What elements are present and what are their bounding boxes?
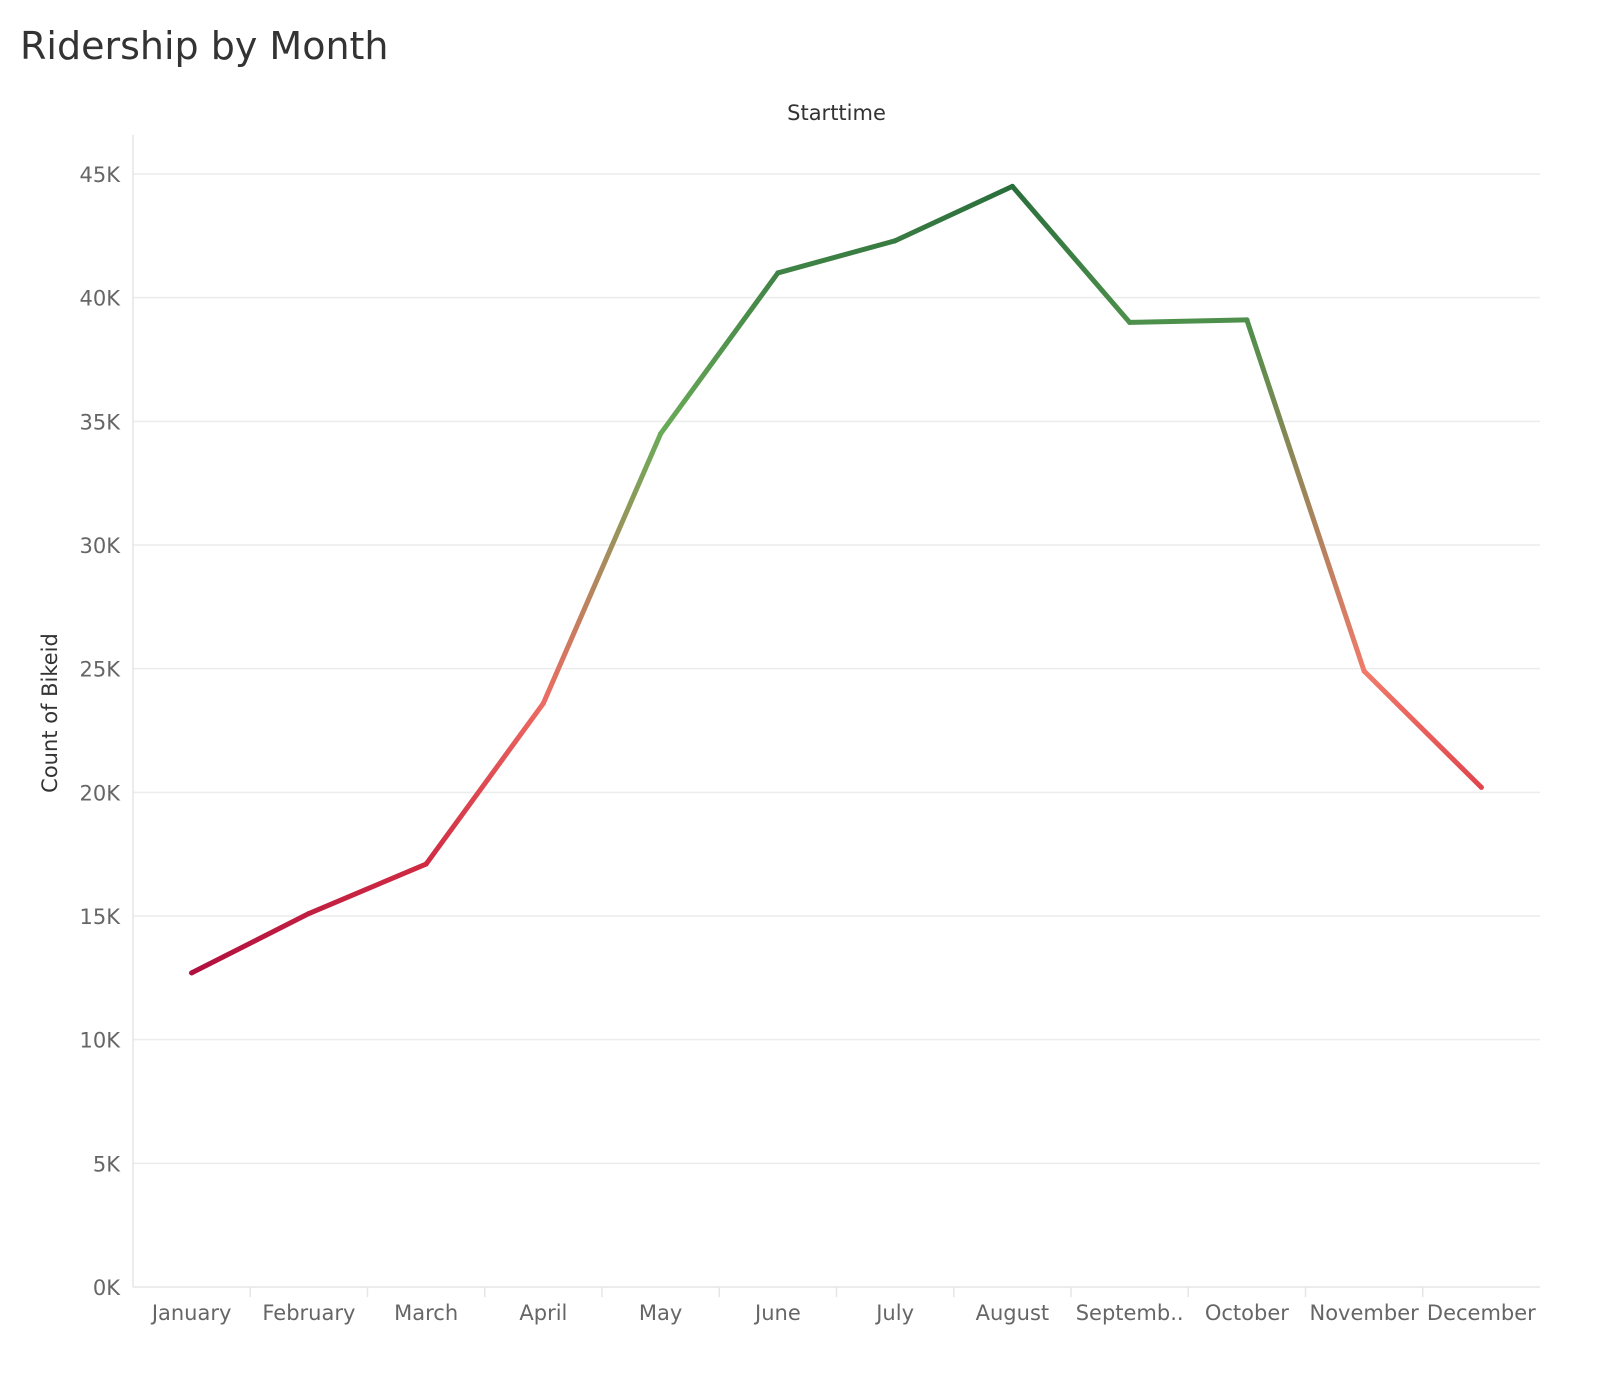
x-tick-label: December (1427, 1301, 1536, 1325)
data-point (540, 700, 546, 706)
x-tick-label: November (1310, 1301, 1420, 1325)
line-segment (775, 238, 898, 276)
x-tick-label: May (639, 1301, 682, 1325)
line-segment (658, 270, 781, 437)
y-tick-label: 40K (80, 287, 122, 311)
line-segment (306, 861, 429, 917)
series-line (189, 183, 1484, 976)
y-axis-ticks: 0K 5K 10K 15K 20K 25K 30K 35K 40K 45K (80, 163, 122, 1300)
data-point (1361, 668, 1367, 674)
gridlines (133, 173, 1540, 1165)
y-tick-label: 45K (80, 163, 122, 187)
x-tick-label: August (976, 1301, 1050, 1325)
line-segment (540, 431, 664, 706)
data-point (658, 431, 664, 437)
line-segment (892, 183, 1015, 244)
data-point (423, 861, 429, 867)
x-tick-label: July (874, 1301, 914, 1325)
y-tick-label: 25K (80, 658, 122, 682)
data-point (1244, 317, 1250, 323)
y-tick-label: 20K (80, 781, 122, 805)
x-tick-label: February (262, 1301, 355, 1325)
x-tick-label: October (1205, 1301, 1289, 1325)
x-tick-label: January (150, 1301, 232, 1325)
x-tick-label: March (394, 1301, 458, 1325)
data-point (892, 238, 898, 244)
x-axis-ticks: January February March April May June July Augu… (150, 1287, 1536, 1325)
line-segment (1361, 668, 1484, 790)
y-tick-label: 15K (80, 905, 122, 929)
x-axis-title: Starttime (787, 101, 886, 125)
data-point (306, 911, 312, 917)
y-axis-title: Count of Bikeid (38, 633, 62, 793)
axes: Starttime Count of Bikeid (38, 101, 1540, 1288)
data-point (1009, 183, 1015, 189)
x-tick-label: Septemb.. (1076, 1301, 1184, 1325)
data-point (1478, 784, 1484, 790)
y-tick-label: 5K (93, 1152, 121, 1176)
y-tick-label: 10K (80, 1029, 122, 1053)
x-tick-label: June (753, 1301, 801, 1325)
line-segment (1244, 317, 1367, 674)
y-tick-label: 0K (93, 1276, 121, 1300)
chart-title: Ridership by Month (20, 24, 389, 68)
line-segment (189, 911, 312, 976)
data-point (775, 270, 781, 276)
x-tick-label: April (519, 1301, 567, 1325)
y-tick-label: 35K (80, 410, 122, 434)
line-segment (1009, 183, 1133, 325)
y-tick-label: 30K (80, 534, 122, 558)
line-segment (1127, 317, 1250, 325)
line-segment (423, 700, 546, 867)
data-point (1127, 319, 1133, 325)
data-point (189, 970, 195, 976)
